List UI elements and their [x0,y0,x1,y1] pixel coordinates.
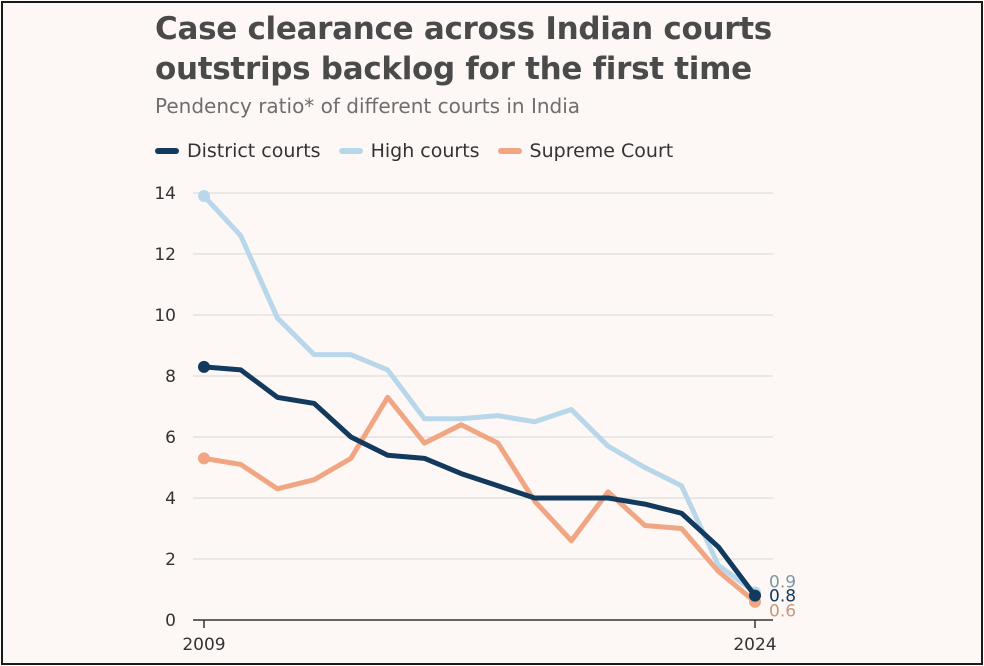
legend-label-district-courts: District courts [187,140,321,162]
end-labels: 0.90.80.6 [769,573,796,622]
legend-item-supreme-court: Supreme Court [497,140,674,162]
legend-item-high-courts: High courts [338,140,480,162]
series-line-high-courts [201,193,758,596]
legend-label-high-courts: High courts [370,140,480,162]
legend-swatch-supreme-court [497,148,522,154]
end-label-supreme-court: 0.6 [769,602,796,622]
gridlines [193,192,773,560]
start-point-supreme-court [198,452,210,465]
series-lines [198,190,761,608]
y-tick-label-10: 10 [154,306,176,326]
start-point-high-courts [198,190,210,203]
x-tick-label-2009: 2009 [182,635,225,655]
legend-swatch-high-courts [338,148,363,154]
y-tick-label-2: 2 [165,550,176,570]
y-tick-label-14: 14 [154,184,176,204]
end-point-district-courts [749,589,761,602]
y-tick-label-12: 12 [154,245,176,265]
series-line-district-courts [201,364,758,599]
end-label-high-courts: 0.9 [769,573,796,593]
series-line-supreme-court [201,394,758,605]
y-tick-label-4: 4 [165,489,176,509]
legend-item-district-courts: District courts [155,140,321,162]
end-label-district-courts: 0.8 [769,587,796,607]
line-chart: 0 2 4 6 8 10 12 14 2009 2024 0.90.80.6 [154,184,796,655]
x-tick-label-2024: 2024 [733,635,776,655]
legend-label-supreme-court: Supreme Court [529,140,674,162]
legend-swatch-district-courts [155,148,179,154]
x-axis: 2009 2024 [182,619,777,655]
chart-title: Case clearance across Indian courts outs… [155,11,772,87]
chart-subtitle: Pendency ratio* of different courts in I… [155,94,581,118]
y-tick-label-0: 0 [165,611,176,631]
y-tick-label-6: 6 [165,428,176,448]
start-point-district-courts [198,360,210,373]
y-axis: 0 2 4 6 8 10 12 14 [154,184,176,631]
legend: District courts High courts Supreme Cour… [155,140,691,162]
y-tick-label-8: 8 [165,367,176,387]
